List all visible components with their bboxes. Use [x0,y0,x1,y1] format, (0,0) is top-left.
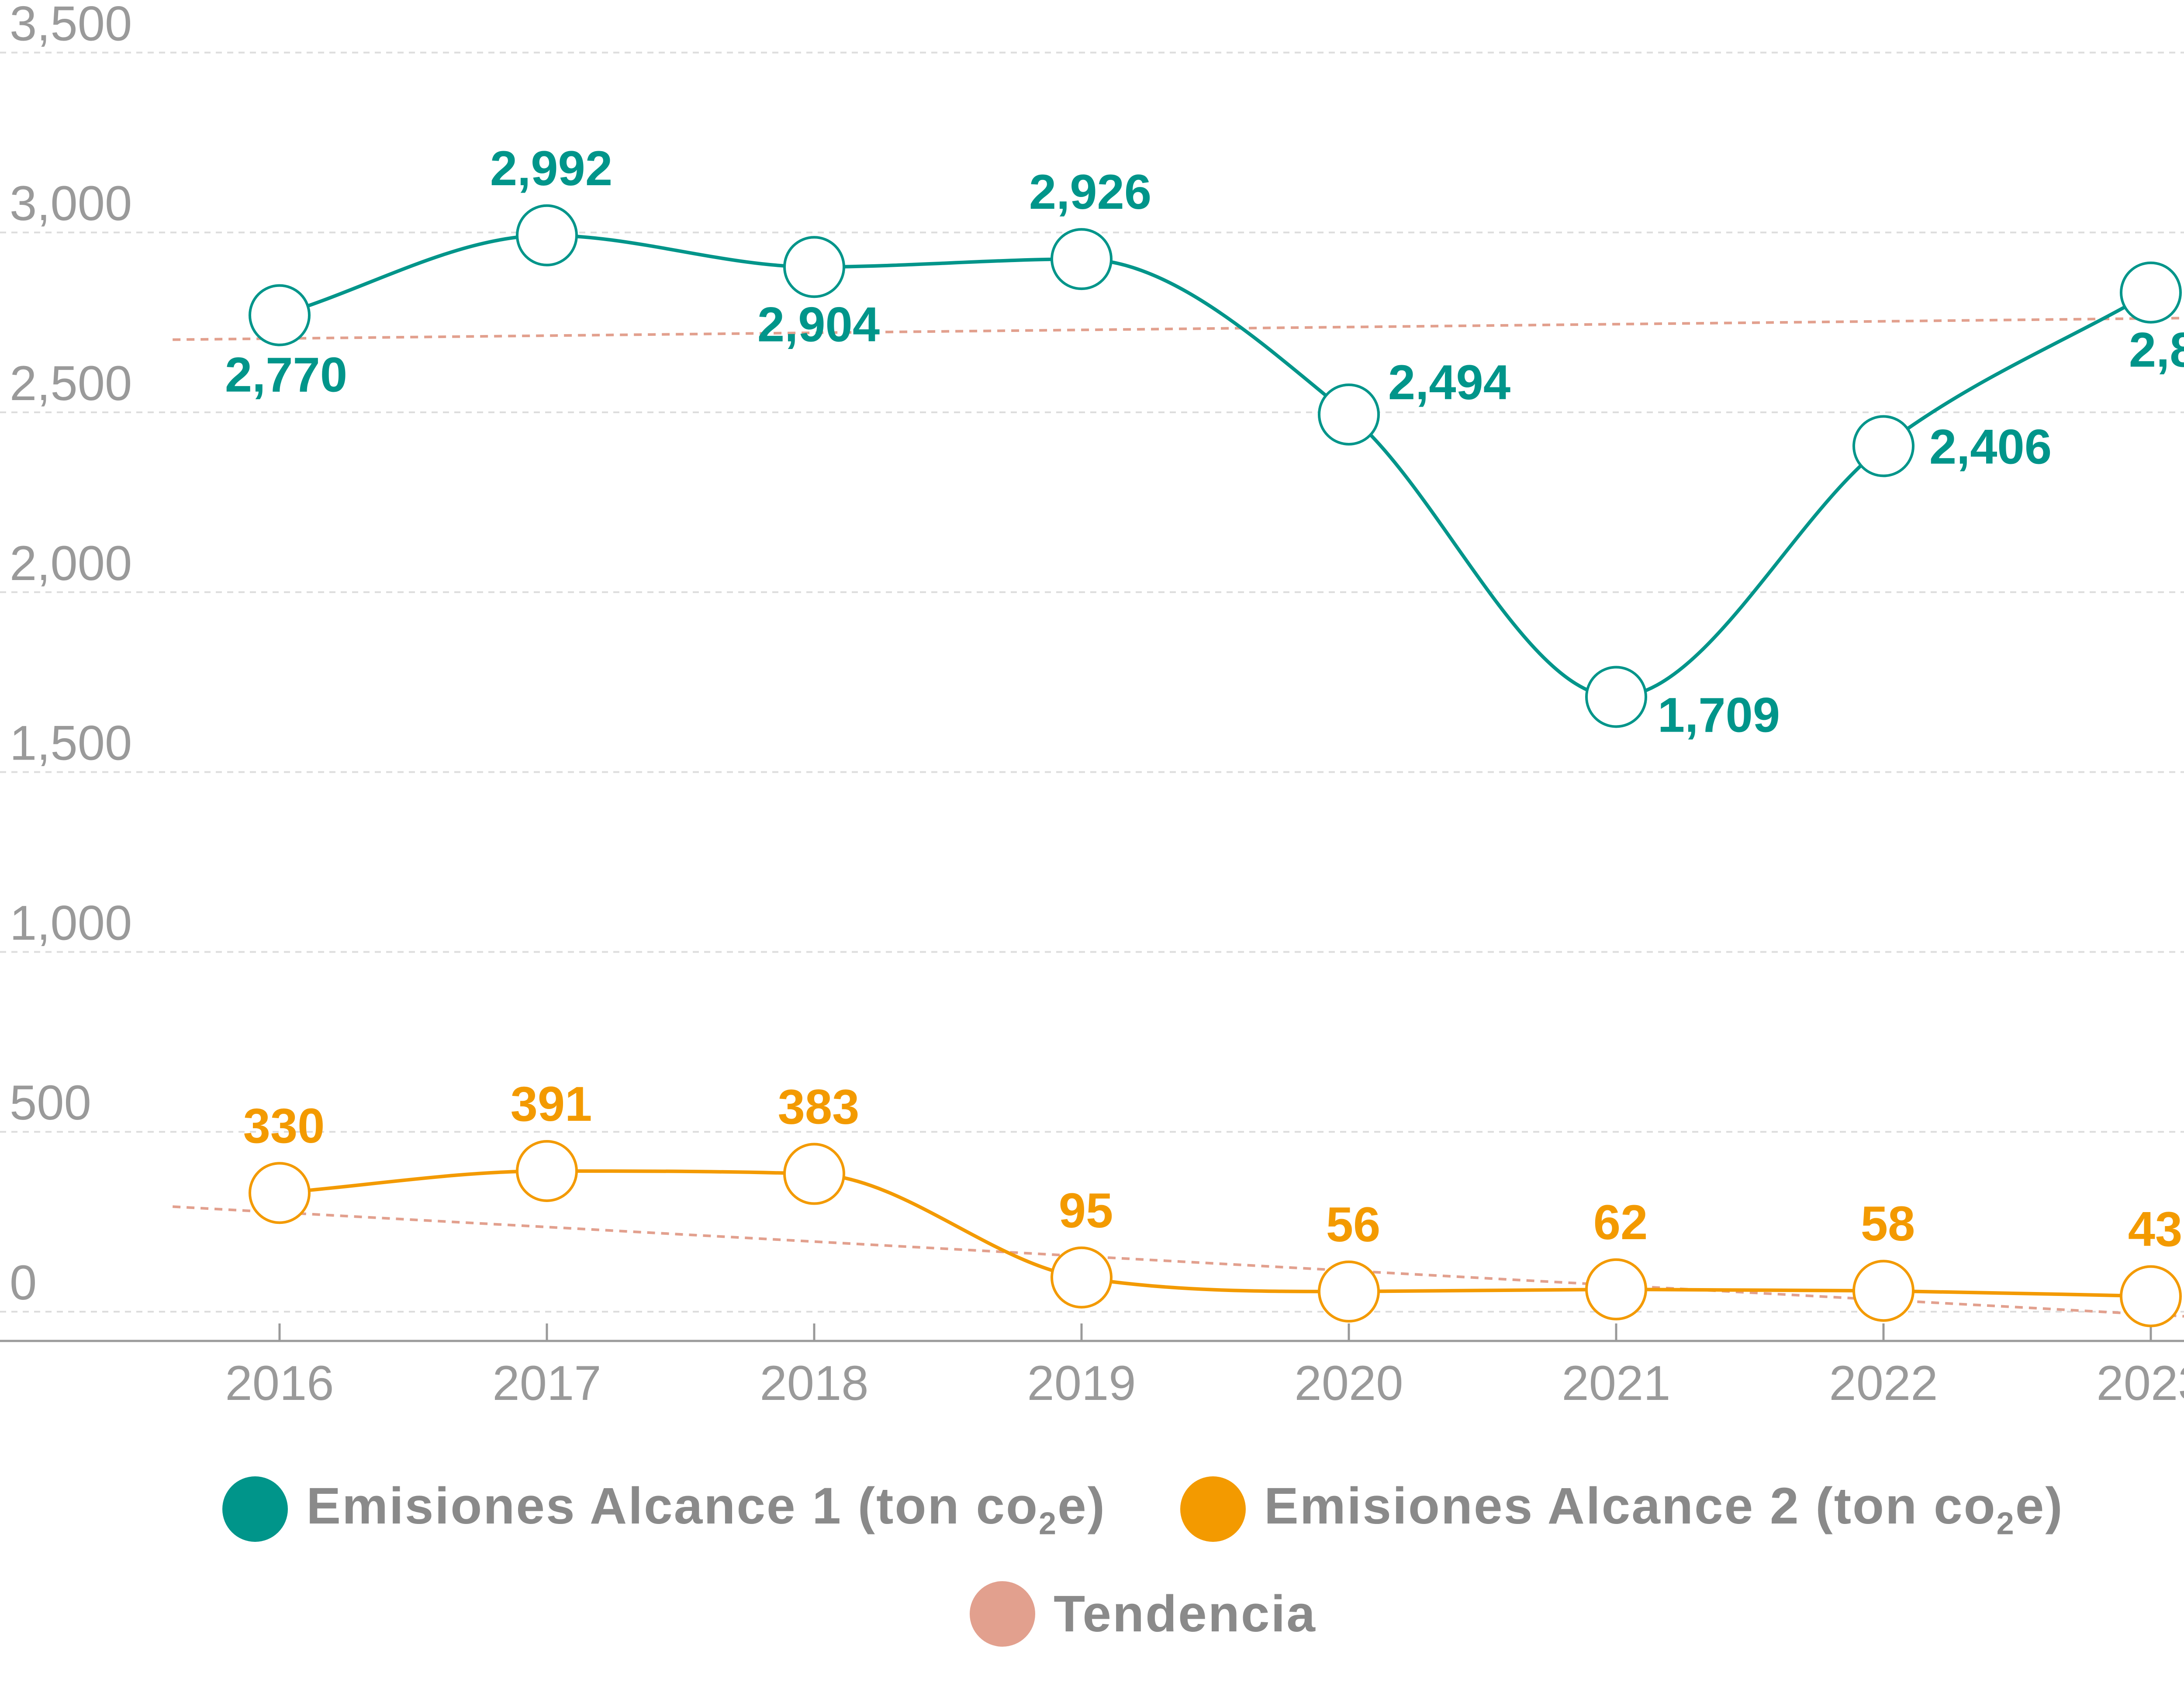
legend-swatch-alcance-1 [222,1476,288,1542]
data-label: 43 [2128,1202,2183,1257]
data-label: 2,833 [2129,323,2184,377]
series-lines [249,204,2182,1327]
legend-item-tendencia[interactable]: Tendencia [970,1581,1317,1647]
data-label: 2,406 [1929,419,2052,474]
y-tick-label: 3,000 [10,176,132,231]
y-tick-label: 2,500 [10,356,132,411]
data-label: 391 [511,1077,592,1131]
x-tick-label: 2022 [1829,1356,1938,1410]
y-tick-label: 1,500 [10,716,132,770]
x-axis: 2016 2017 2018 2019 2020 2021 2022 2023 [0,1323,2184,1410]
data-point[interactable] [1318,1260,1380,1323]
x-tick-label: 2021 [1562,1356,1670,1410]
data-label: 58 [1861,1196,1915,1251]
legend-swatch-alcance-2 [1180,1476,1246,1542]
data-label: 2,770 [225,348,347,402]
legend-label-tendencia: Tendencia [1054,1585,1317,1643]
data-point[interactable] [1051,1246,1113,1309]
y-tick-label: 3,500 [10,0,132,51]
trend-lines [173,317,2184,1318]
data-point[interactable] [1051,228,1113,290]
data-label: 62 [1593,1195,1648,1250]
data-label: 95 [1059,1183,1113,1238]
legend-label-alcance-1: Emisiones Alcance 1 (ton co2e) [306,1477,1106,1541]
x-tick-label: 2020 [1294,1356,1403,1410]
data-label: 56 [1326,1197,1381,1252]
legend: Emisiones Alcance 1 (ton co2e) Emisiones… [0,1476,2184,1686]
y-axis-ticks: 3,500 3,000 2,500 2,000 1,500 1,000 500 0 [10,0,132,1310]
data-point[interactable] [1852,415,1914,477]
x-tick-label: 2017 [492,1356,601,1410]
trend-line [173,1205,2184,1318]
data-label: 2,494 [1388,355,1510,410]
series-line [279,233,2152,699]
data-labels: 2,770 2,992 2,904 2,926 2,494 1,709 2,406 2,8 33… [225,141,2184,1257]
y-tick-label: 2,000 [10,536,132,591]
legend-item-alcance-1[interactable]: Emisiones Alcance 1 (ton co2e) [222,1476,1106,1542]
data-point[interactable] [1852,1260,1914,1322]
data-point[interactable] [783,236,845,298]
legend-swatch-tendencia [970,1581,1036,1647]
legend-label-alcance-2: Emisiones Alcance 2 (ton co2e) [1264,1477,2064,1541]
data-point[interactable] [1585,1258,1647,1320]
data-point[interactable] [516,1140,578,1202]
data-point[interactable] [249,284,311,346]
x-tick-label: 2016 [225,1356,334,1410]
data-point[interactable] [2120,261,2182,324]
data-label: 2,926 [1029,165,1151,219]
y-tick-label: 1,000 [10,895,132,950]
data-label: 2,904 [757,297,880,352]
data-label: 2,992 [490,141,612,196]
legend-item-alcance-2[interactable]: Emisiones Alcance 2 (ton co2e) [1180,1476,2064,1542]
data-label: 1,709 [1658,688,1780,742]
x-tick-label: 2019 [1027,1356,1136,1410]
data-point[interactable] [1318,383,1380,446]
data-point[interactable] [2120,1265,2182,1327]
series-line [279,1169,2151,1298]
data-label: 330 [243,1099,325,1153]
data-point[interactable] [1585,666,1647,728]
y-tick-label: 0 [10,1255,37,1310]
y-tick-label: 500 [10,1075,91,1130]
x-tick-label: 2023 [2096,1356,2184,1410]
data-label: 383 [778,1080,860,1134]
data-point[interactable] [783,1143,845,1205]
trend-line [173,317,2184,341]
data-point[interactable] [249,1162,311,1224]
data-point[interactable] [516,204,578,266]
x-tick-label: 2018 [760,1356,868,1410]
